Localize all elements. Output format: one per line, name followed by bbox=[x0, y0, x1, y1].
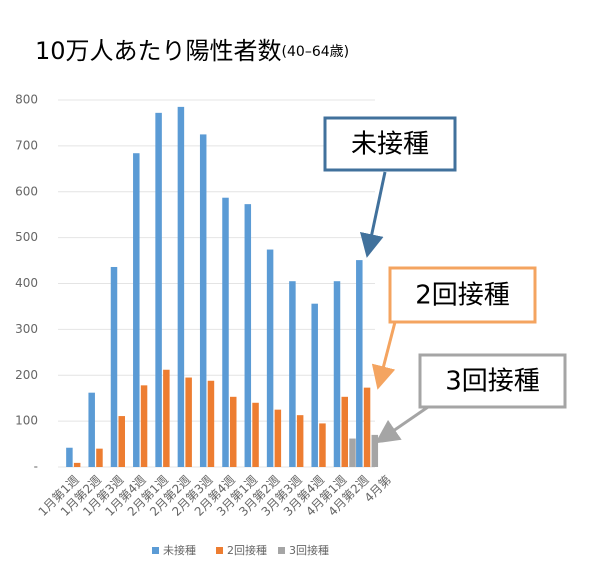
bar bbox=[185, 377, 192, 467]
legend-swatch bbox=[152, 547, 159, 554]
y-tick-label: 500 bbox=[15, 230, 38, 244]
y-tick-label: 800 bbox=[15, 93, 38, 107]
bar bbox=[88, 392, 95, 467]
bar bbox=[244, 204, 252, 468]
callout-box bbox=[388, 266, 537, 324]
y-tick-label: - bbox=[34, 460, 38, 474]
bar bbox=[222, 197, 229, 467]
bar bbox=[371, 434, 379, 467]
title: 10万人あたり陽性者数 bbox=[35, 37, 282, 65]
bar bbox=[230, 396, 237, 467]
y-tick-label: 400 bbox=[15, 276, 38, 290]
subtitle: (40–64歳) bbox=[282, 44, 350, 60]
bar bbox=[266, 249, 274, 467]
callout-text: 3回接種 bbox=[445, 367, 540, 397]
bar bbox=[289, 281, 296, 467]
bar bbox=[133, 153, 140, 467]
y-tick-label: 100 bbox=[15, 414, 38, 428]
bar bbox=[96, 448, 103, 467]
bar bbox=[349, 438, 356, 467]
bar bbox=[118, 416, 125, 467]
bar bbox=[296, 415, 304, 467]
callout-arrow bbox=[360, 171, 387, 258]
bar bbox=[311, 303, 318, 467]
bar bbox=[140, 385, 148, 467]
y-tick-label: 200 bbox=[15, 368, 38, 382]
bar bbox=[356, 260, 363, 467]
legend-label: 未接種 bbox=[163, 543, 196, 557]
legend-swatch bbox=[278, 547, 285, 554]
bar bbox=[163, 369, 170, 467]
bar bbox=[177, 106, 185, 467]
callout-box bbox=[418, 353, 567, 409]
bar bbox=[319, 423, 326, 467]
bar bbox=[155, 112, 162, 467]
legend-label: 3回接種 bbox=[289, 543, 329, 557]
y-tick-label: 700 bbox=[15, 138, 38, 152]
y-tick-label: 300 bbox=[15, 322, 38, 336]
callout-text: 2回接種 bbox=[415, 281, 510, 311]
bar bbox=[363, 387, 371, 467]
bar bbox=[333, 281, 341, 467]
bar bbox=[73, 462, 81, 467]
bar bbox=[252, 402, 259, 467]
legend-swatch bbox=[216, 547, 223, 554]
y-tick-label: 600 bbox=[15, 184, 38, 198]
callout-arrow bbox=[371, 321, 397, 390]
bar bbox=[66, 447, 73, 467]
legend-label: 2回接種 bbox=[227, 543, 267, 557]
callout-text: 未接種 bbox=[351, 130, 429, 160]
bar bbox=[341, 396, 348, 467]
callout-box bbox=[323, 116, 457, 172]
bar bbox=[110, 266, 118, 467]
callout-arrow bbox=[375, 405, 429, 444]
bar bbox=[274, 409, 282, 467]
bar bbox=[207, 380, 215, 467]
chart-title: 10万人あたり陽性者数(40–64歳) bbox=[35, 37, 349, 65]
bar bbox=[199, 134, 207, 467]
